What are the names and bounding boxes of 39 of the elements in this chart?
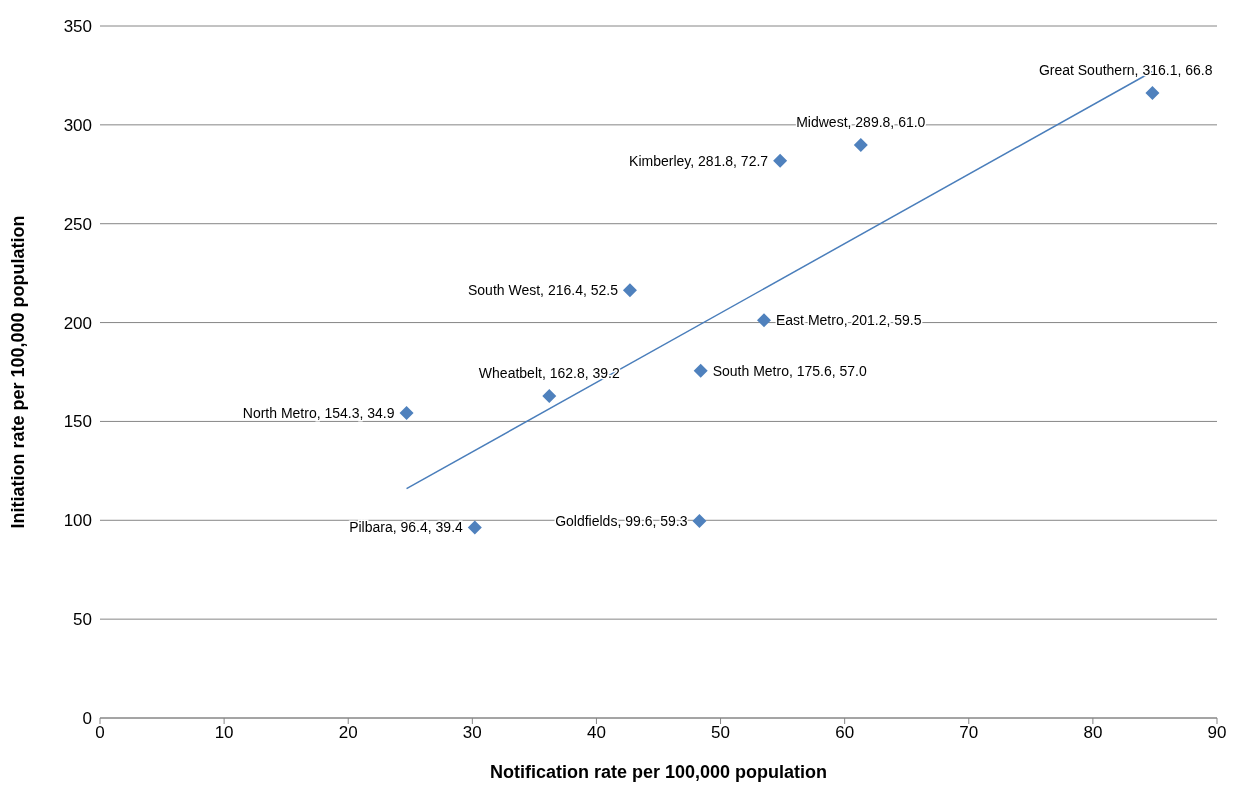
- point: [756, 313, 771, 328]
- x-tick-label: 0: [95, 723, 105, 743]
- x-tick-label: 20: [338, 723, 358, 743]
- y-tick-label: 100: [63, 511, 92, 531]
- x-tick-label: 80: [1083, 723, 1103, 743]
- y-tick-label: 250: [63, 214, 92, 234]
- x-tick-label: 90: [1207, 723, 1227, 743]
- y-tick-label: 350: [63, 17, 92, 37]
- point: [693, 363, 708, 378]
- point: [399, 405, 414, 420]
- x-axis-title: Notification rate per 100,000 population: [489, 762, 828, 782]
- y-tick-label: 300: [63, 115, 92, 135]
- x-tick-label: 30: [462, 723, 482, 743]
- point: [622, 283, 637, 298]
- y-tick-label: 0: [82, 709, 92, 729]
- point: [853, 138, 868, 153]
- x-tick-label: 70: [959, 723, 979, 743]
- data-label: Pilbara, 96.4, 39.4: [349, 519, 464, 536]
- y-tick-label: 50: [73, 610, 92, 630]
- point: [1145, 86, 1160, 101]
- y-tick-label: 200: [63, 313, 92, 333]
- point: [692, 514, 707, 529]
- data-label: Midwest, 289.8, 61.0: [796, 114, 926, 131]
- x-tick-label: 60: [835, 723, 855, 743]
- y-tick-label: 150: [63, 412, 92, 432]
- data-label: South West, 216.4, 52.5: [468, 282, 619, 299]
- x-tick-label: 10: [214, 723, 234, 743]
- data-label: South Metro, 175.6, 57.0: [712, 362, 868, 379]
- point: [467, 520, 482, 535]
- point: [542, 389, 557, 404]
- x-tick-label: 40: [586, 723, 606, 743]
- data-label: North Metro, 154.3, 34.9: [242, 404, 395, 421]
- point: [773, 153, 788, 168]
- data-label: Goldfields, 99.6, 59.3: [555, 513, 688, 530]
- y-axis-title: Initiation rate per 100,000 population: [8, 215, 29, 529]
- x-tick-label: 50: [711, 723, 731, 743]
- data-label: East Metro, 201.2, 59.5: [775, 312, 922, 329]
- data-label: Great Southern, 316.1, 66.8: [1038, 62, 1213, 79]
- data-label: Kimberley, 281.8, 72.7: [629, 152, 769, 169]
